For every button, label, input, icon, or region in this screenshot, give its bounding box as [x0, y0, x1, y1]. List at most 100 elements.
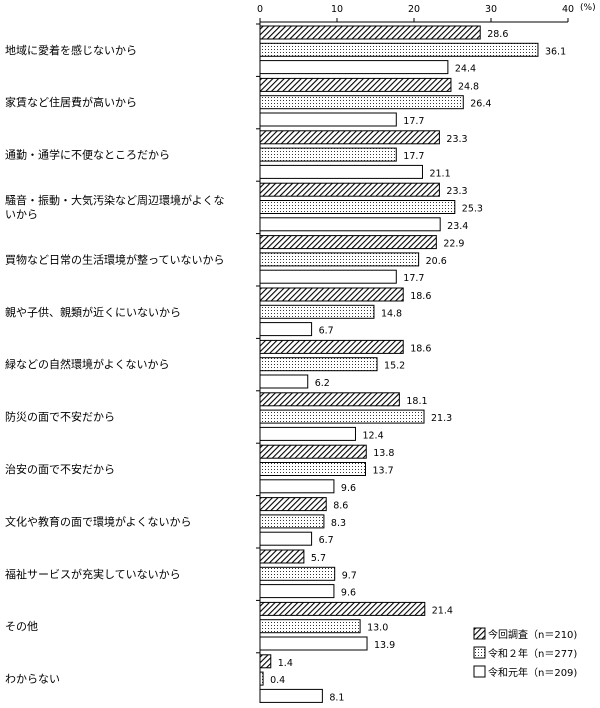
bar [259, 671, 264, 686]
category-label: 通勤・通学に不便なところだから [5, 148, 170, 162]
category-label: 緑などの自然環境がよくないから [5, 357, 169, 371]
value-label: 25.3 [462, 204, 483, 215]
category-label: 地域に愛着を感じないから [5, 43, 137, 57]
value-label: 8.1 [329, 692, 344, 703]
bar [259, 217, 441, 232]
legend-label: 令和元年（n＝209) [488, 666, 577, 679]
legend-swatch [473, 646, 486, 659]
bar [259, 566, 336, 581]
bar [259, 688, 323, 703]
value-label: 23.4 [447, 221, 468, 232]
value-label: 0.4 [270, 675, 285, 686]
bar [259, 182, 440, 197]
bar [259, 269, 397, 284]
value-label: 23.3 [446, 134, 467, 145]
value-label: 13.8 [373, 448, 394, 459]
value-label: 20.6 [426, 256, 447, 267]
bar [259, 636, 368, 651]
value-label: 5.7 [311, 553, 326, 564]
category-label: 親や子供、親類が近くにいないから [5, 305, 181, 319]
bar [259, 549, 305, 564]
value-label: 13.0 [367, 623, 388, 634]
bar [259, 462, 366, 476]
category-label: いから [5, 208, 38, 221]
value-label: 21.1 [429, 168, 450, 179]
category-label: その他 [5, 620, 38, 633]
bar [259, 601, 426, 616]
value-label: 1.4 [278, 658, 293, 669]
bar [259, 426, 356, 441]
category-label: 家賃など住居費が高いから [5, 95, 137, 109]
legend-label: 令和２年（n＝277) [488, 647, 577, 660]
value-label: 24.8 [458, 81, 479, 92]
value-label: 18.6 [410, 291, 431, 302]
bar [259, 287, 404, 302]
value-label: 22.9 [443, 239, 464, 250]
value-label: 6.7 [319, 326, 334, 337]
value-label: 23.3 [446, 186, 467, 197]
bar [259, 357, 378, 372]
bar [259, 164, 423, 179]
x-tick-label: 30 [485, 4, 497, 15]
value-label: 36.1 [545, 46, 566, 57]
bar [259, 42, 539, 57]
x-tick-label: 20 [408, 4, 420, 15]
value-label: 21.4 [432, 605, 453, 616]
bar [259, 77, 452, 92]
bar [259, 147, 397, 162]
bar [259, 304, 375, 319]
category-label: 防災の面で不安だから [5, 410, 115, 424]
bar [259, 25, 481, 40]
category-label: 治安の面で不安だから [5, 462, 115, 476]
value-label: 9.6 [341, 588, 356, 599]
value-label: 6.7 [319, 535, 334, 546]
value-label: 8.3 [331, 518, 346, 529]
category-label: 福祉サービスが充実していないから [5, 567, 181, 581]
value-label: 17.7 [403, 116, 424, 127]
bar [259, 130, 440, 145]
value-label: 12.4 [362, 430, 383, 441]
bar [259, 374, 309, 389]
value-label: 26.4 [470, 99, 491, 110]
category-label: 文化や教育の面で環境がよくないから [5, 514, 191, 528]
value-label: 9.7 [342, 570, 357, 581]
bar [259, 392, 400, 407]
value-label: 17.7 [403, 151, 424, 162]
legend-swatch [473, 665, 486, 678]
value-label: 13.9 [374, 640, 395, 651]
bar [259, 444, 367, 459]
value-label: 18.1 [406, 396, 427, 407]
x-tick-label: 10 [331, 4, 343, 15]
value-label: 21.3 [431, 413, 452, 424]
value-label: 17.7 [403, 273, 424, 284]
bar [259, 112, 397, 127]
bar [259, 584, 335, 599]
legend-swatch [473, 627, 486, 640]
bar [259, 95, 464, 110]
legend-label: 今回調査（n＝210) [488, 628, 577, 641]
value-label: 8.6 [333, 501, 348, 512]
bar [259, 514, 325, 529]
value-label: 9.6 [341, 483, 356, 494]
bar [259, 409, 425, 424]
bar [259, 339, 404, 354]
bar [259, 497, 327, 512]
value-label: 15.2 [384, 361, 405, 372]
x-tick-label: 0 [257, 4, 263, 15]
value-label: 6.2 [315, 378, 330, 389]
bar [259, 235, 437, 250]
category-label: 買物など日常の生活環境が整っていないから [5, 252, 224, 266]
bar [259, 619, 361, 634]
value-label: 13.7 [372, 466, 393, 477]
value-label: 28.6 [487, 29, 508, 40]
category-label: 騒音・振動・大気汚染など周辺環境がよくな [5, 193, 224, 207]
bar [259, 252, 420, 267]
category-label: わからない [5, 673, 60, 686]
bar [259, 479, 335, 494]
bar [259, 654, 272, 669]
x-tick-label: 40 [562, 4, 574, 15]
value-label: 18.6 [410, 343, 431, 354]
value-label: 24.4 [455, 64, 476, 75]
